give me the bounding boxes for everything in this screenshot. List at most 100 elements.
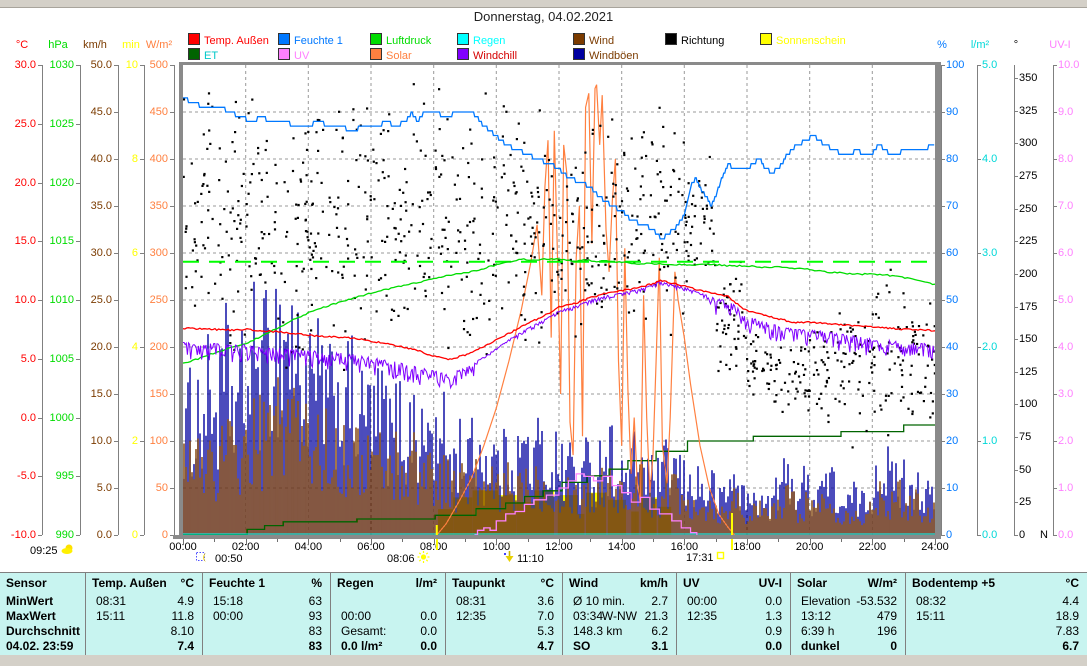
axis-tick-UV-I — [1053, 300, 1057, 301]
legend-label: Solar — [386, 50, 412, 62]
marker-time: 11:10 — [517, 552, 544, 565]
legend-label: Luftdruck — [386, 35, 432, 47]
table-cell-value: 0.9 — [765, 624, 782, 638]
marker-sunrise: 08:06 — [387, 551, 430, 566]
axis-tick-label-W/m²: 250 — [149, 294, 168, 306]
axis-tick-label-W/m²: 500 — [149, 59, 168, 71]
axis-tick-° — [1014, 306, 1018, 308]
sun-time-tick — [730, 539, 733, 550]
table-cell-value: 0 — [890, 639, 897, 653]
axis-tick-label-l/m²: 0.0 — [982, 529, 998, 541]
time-label: 06:00 — [357, 541, 385, 553]
axis-tick-label-km/h: 10.0 — [90, 435, 112, 447]
table-row: 00:00 93 — [203, 608, 331, 624]
time-tick — [527, 539, 529, 542]
legend-label: Temp. Außen — [204, 35, 269, 47]
axis-tick-label-UV-I: 2.0 — [1058, 435, 1074, 447]
table-col-UV: UV UV-I 00:00 0.0 12:35 1.3 0.9 0.0 — [676, 573, 791, 655]
axis-tick-label-UV-I: 5.0 — [1058, 294, 1074, 306]
table-col-unit: l/m² — [415, 576, 437, 590]
time-tick — [590, 539, 592, 542]
time-label: 22:00 — [858, 541, 887, 553]
axis-tick-label-UV-I: 4.0 — [1058, 341, 1074, 353]
legend-item-regen: Regen — [457, 33, 506, 47]
time-tick — [371, 539, 372, 545]
window-bottom-strip — [0, 655, 1087, 666]
time-tick — [872, 539, 874, 545]
axis-unit-km/h: km/h — [83, 39, 107, 51]
table-cell-label: 08:32 — [916, 594, 947, 608]
axis-tick-hPa — [76, 358, 80, 360]
table-cell-value: 7.0 — [537, 609, 554, 623]
axis-tick-label-°: 25 — [1019, 496, 1032, 509]
axis-tick-° — [1014, 339, 1018, 341]
axis-tick-UV-I — [1053, 488, 1057, 489]
axis-tick-label-°: 200 — [1019, 267, 1038, 280]
axis-tick-label-l/m²: 1.0 — [982, 435, 998, 447]
axis-tick-km/h — [114, 65, 118, 66]
table-row-label: MaxWert — [6, 609, 56, 623]
axis-tick-label-hPa: 1030 — [49, 59, 74, 71]
axis-tick-UV-I — [1053, 394, 1057, 395]
table-cell-value: 4.4 — [1062, 594, 1079, 608]
axis-line-min — [144, 65, 145, 535]
legend-swatch — [457, 33, 469, 45]
axis-tick-label-km/h: 45.0 — [90, 106, 112, 118]
table-cell-value: 196 — [876, 624, 897, 638]
axis-tick-° — [1014, 143, 1018, 145]
axis-tick-°C — [38, 241, 42, 243]
table-row: 00:00 0.0 — [677, 593, 791, 609]
table-row: 08:31 3.6 — [446, 593, 563, 609]
axis-tick-label-km/h: 0.0 — [96, 529, 112, 541]
axis-tick-W/m² — [170, 253, 174, 254]
table-cell-label: Elevation — [801, 594, 851, 608]
marker-time: 09:25 — [30, 544, 58, 557]
table-cell-label: 6:39 h — [801, 624, 835, 638]
axis-tick-km/h — [114, 206, 118, 207]
table-row: 0.9 — [677, 623, 791, 639]
legend-item-et: ET — [188, 48, 218, 62]
axis-tick-°C — [38, 417, 42, 419]
table-cell-value: 0.0 — [420, 624, 437, 638]
table-row: Gesamt: 0.0 — [331, 623, 446, 639]
axis-tick-label-°: 0 — [1019, 529, 1026, 541]
time-label: 00:00 — [169, 541, 197, 553]
time-tick — [402, 539, 404, 542]
table-cell-value: 1.3 — [765, 609, 782, 623]
marker-time: 00:50 — [215, 552, 243, 565]
axis-tick-label-%: 10 — [946, 482, 959, 494]
temperature-line — [183, 279, 935, 361]
moonset-icon — [504, 551, 515, 566]
time-label: 12:00 — [545, 541, 573, 553]
table-row: 5.3 — [446, 623, 563, 639]
table-col-Feuchte 1: Feuchte 1% 15:18 63 00:00 93 83 83 — [202, 573, 331, 655]
axis-tick-W/m² — [170, 441, 174, 442]
axis-tick-label-hPa: 1015 — [49, 235, 74, 248]
sunshine-block — [577, 513, 585, 535]
table-col-unit: °C — [1065, 576, 1079, 590]
legend-label: UV — [294, 50, 310, 62]
axis-tick-label-min: 0 — [131, 529, 138, 541]
time-label: 20:00 — [795, 541, 824, 553]
table-cell-value: 3.1 — [651, 639, 668, 653]
axis-tick-° — [1014, 208, 1018, 210]
axis-tick-hPa — [76, 535, 80, 536]
axis-tick-min — [140, 65, 144, 66]
axis-tick-label-%: 70 — [946, 200, 959, 212]
table-cell-label: 00:00 — [213, 609, 244, 623]
axis-tick-label-°: 50 — [1019, 463, 1032, 476]
axis-tick-label-UV-I: 1.0 — [1058, 482, 1074, 494]
table-col-name: Taupunkt — [452, 576, 506, 590]
table-cell-label: 00:00 — [341, 609, 372, 623]
axis-tick-label-UV-I: 9.0 — [1058, 106, 1074, 118]
time-label: 24:00 — [921, 541, 949, 553]
axis-tick-W/m² — [170, 65, 174, 66]
table-col-Regen: Regen l/m² 00:00 0.0 Gesamt: 0.0 0.0 l/m² 0.0 — [330, 573, 446, 655]
sunrise-tick — [435, 525, 438, 535]
table-row: Ø 10 min. 2.7 — [563, 593, 677, 609]
time-tick — [935, 539, 936, 545]
axis-tick-° — [1014, 175, 1018, 177]
legend-label: Regen — [473, 35, 506, 47]
time-tick — [653, 539, 654, 542]
daylight-sun-cloud-icon — [60, 543, 76, 558]
